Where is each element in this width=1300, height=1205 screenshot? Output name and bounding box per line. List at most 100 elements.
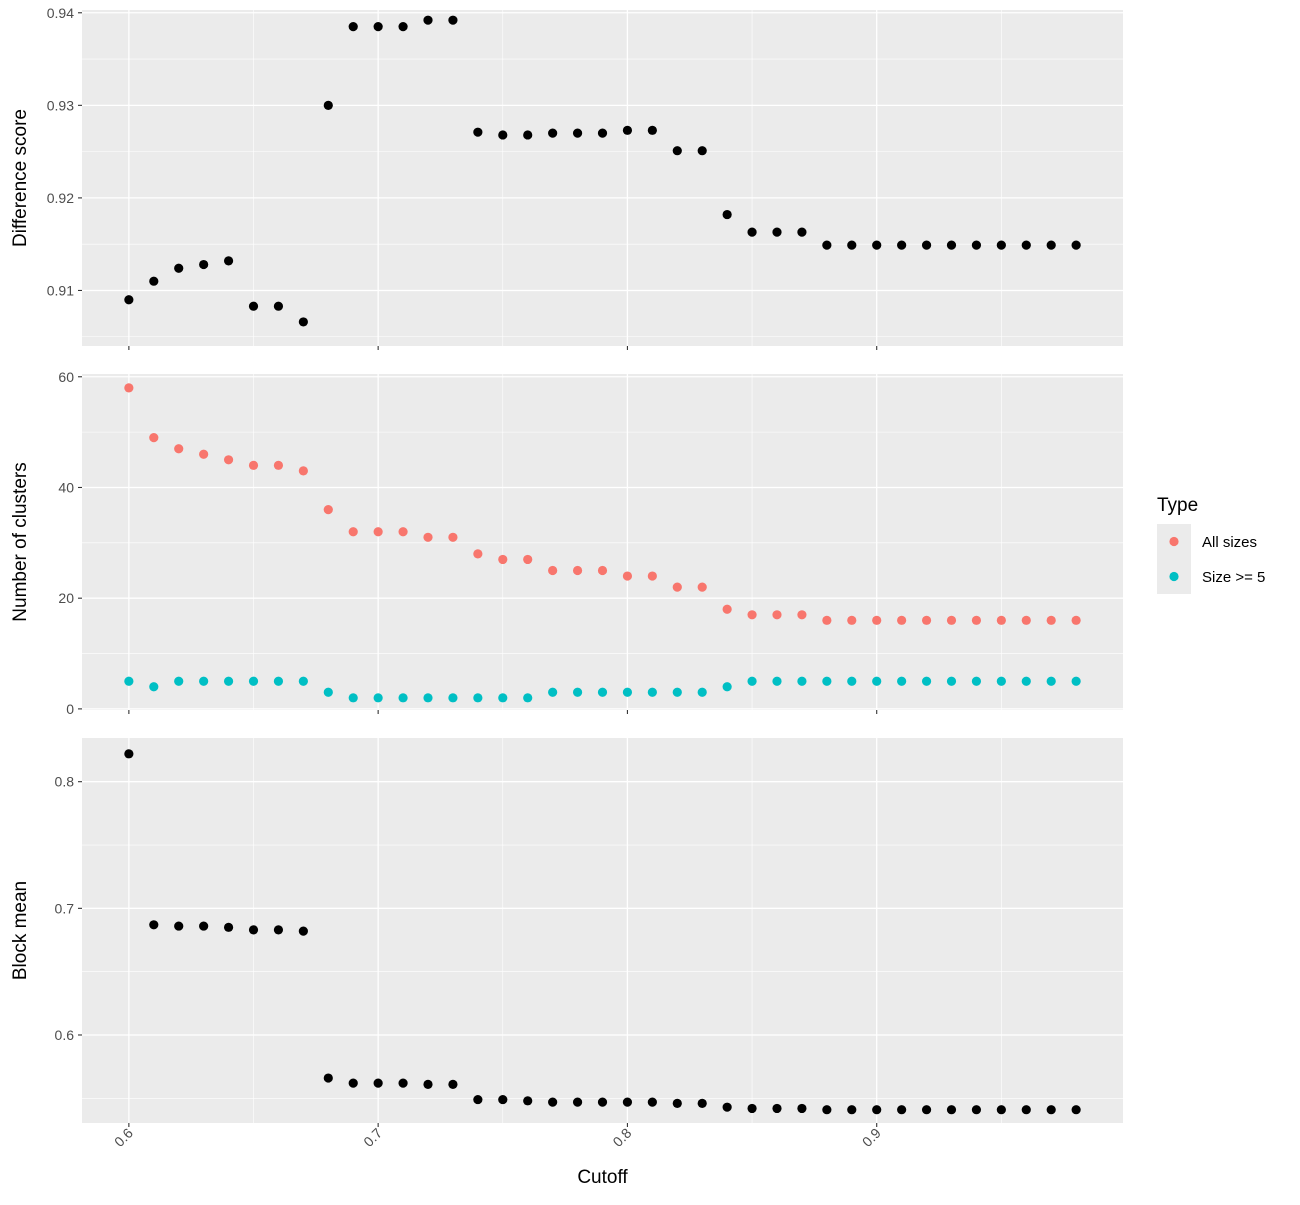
data-point (473, 127, 483, 137)
panel-background (82, 738, 1123, 1123)
data-point (273, 925, 284, 935)
data-point (946, 676, 957, 686)
legend: Type All sizes Size >= 5 (1157, 495, 1265, 594)
data-point (373, 693, 383, 703)
data-point (722, 682, 732, 692)
data-point (223, 455, 234, 465)
y-tick-label: 0.7 (55, 900, 75, 916)
data-point (797, 610, 807, 620)
data-point (597, 687, 608, 697)
x-tick-label: 0.7 (360, 1125, 385, 1150)
data-point (124, 676, 134, 686)
y-tick-label: 40 (58, 479, 74, 495)
data-point (373, 1078, 383, 1088)
data-point (199, 676, 209, 686)
panel-background (82, 10, 1123, 346)
data-point (523, 130, 533, 140)
data-point (398, 527, 408, 537)
data-point (348, 1078, 358, 1088)
data-point (971, 676, 982, 686)
data-point (423, 532, 433, 542)
data-point (174, 676, 184, 686)
data-point (199, 259, 209, 270)
data-point (223, 922, 234, 932)
data-point (348, 527, 358, 537)
data-point (747, 1103, 757, 1114)
data-point (897, 240, 907, 250)
data-point (672, 687, 682, 697)
data-point (323, 505, 333, 515)
data-point (423, 15, 433, 25)
data-point (273, 676, 284, 686)
data-point (697, 687, 707, 697)
data-point (323, 1073, 333, 1083)
data-point (398, 693, 408, 703)
data-point (1021, 676, 1031, 686)
data-point (323, 687, 333, 697)
data-point (772, 610, 782, 620)
data-point (174, 263, 184, 273)
data-point (523, 1096, 533, 1106)
data-point (124, 295, 134, 305)
y-axis-title: Block mean (10, 881, 31, 980)
data-point (597, 128, 608, 138)
data-point (373, 22, 383, 32)
data-point (1021, 240, 1031, 250)
data-point (946, 1105, 957, 1115)
data-point (697, 1098, 707, 1108)
data-point (473, 1094, 483, 1105)
data-point (298, 466, 308, 476)
data-point (697, 146, 707, 156)
data-point (797, 227, 807, 237)
data-point (772, 227, 782, 237)
data-point (548, 565, 558, 576)
y-tick-label: 0.93 (47, 97, 74, 113)
panel-bottom: 0.6 0.7 0.8 Block mean (10, 738, 1123, 1127)
data-point (946, 615, 957, 625)
data-point (223, 256, 234, 266)
data-point (572, 128, 583, 138)
data-point (996, 615, 1006, 625)
y-axis-title: Number of clusters (10, 462, 31, 621)
data-point (847, 676, 857, 686)
panel-background (82, 374, 1123, 710)
data-point (622, 571, 633, 581)
data-point (498, 1094, 508, 1105)
data-point (248, 301, 259, 311)
data-point (996, 676, 1006, 686)
data-point (921, 615, 932, 625)
data-point (672, 146, 682, 156)
data-point (1046, 240, 1056, 250)
data-point (373, 527, 383, 537)
data-point (971, 1105, 982, 1115)
data-point (174, 921, 184, 931)
data-point (248, 676, 259, 686)
data-point (423, 1079, 433, 1089)
data-point (872, 240, 882, 250)
data-point (822, 1105, 832, 1115)
data-point (323, 100, 333, 110)
data-point (897, 1105, 907, 1115)
data-point (548, 687, 558, 697)
data-point (448, 1079, 458, 1089)
data-point (1046, 676, 1056, 686)
data-point (523, 693, 533, 703)
y-tick-label: 0.94 (47, 5, 74, 21)
data-point (149, 276, 159, 286)
data-point (298, 926, 308, 936)
data-point (971, 240, 982, 250)
x-tick-label: 0.6 (111, 1125, 136, 1150)
data-point (622, 125, 633, 135)
data-point (897, 615, 907, 625)
data-point (448, 693, 458, 703)
data-point (572, 1097, 583, 1107)
data-point (597, 1097, 608, 1107)
data-point (298, 317, 308, 327)
x-tick-label: 0.8 (609, 1125, 634, 1150)
data-point (847, 615, 857, 625)
data-point (647, 125, 657, 135)
data-point (971, 615, 982, 625)
data-point (199, 449, 209, 459)
data-point (872, 615, 882, 625)
data-point (548, 128, 558, 138)
